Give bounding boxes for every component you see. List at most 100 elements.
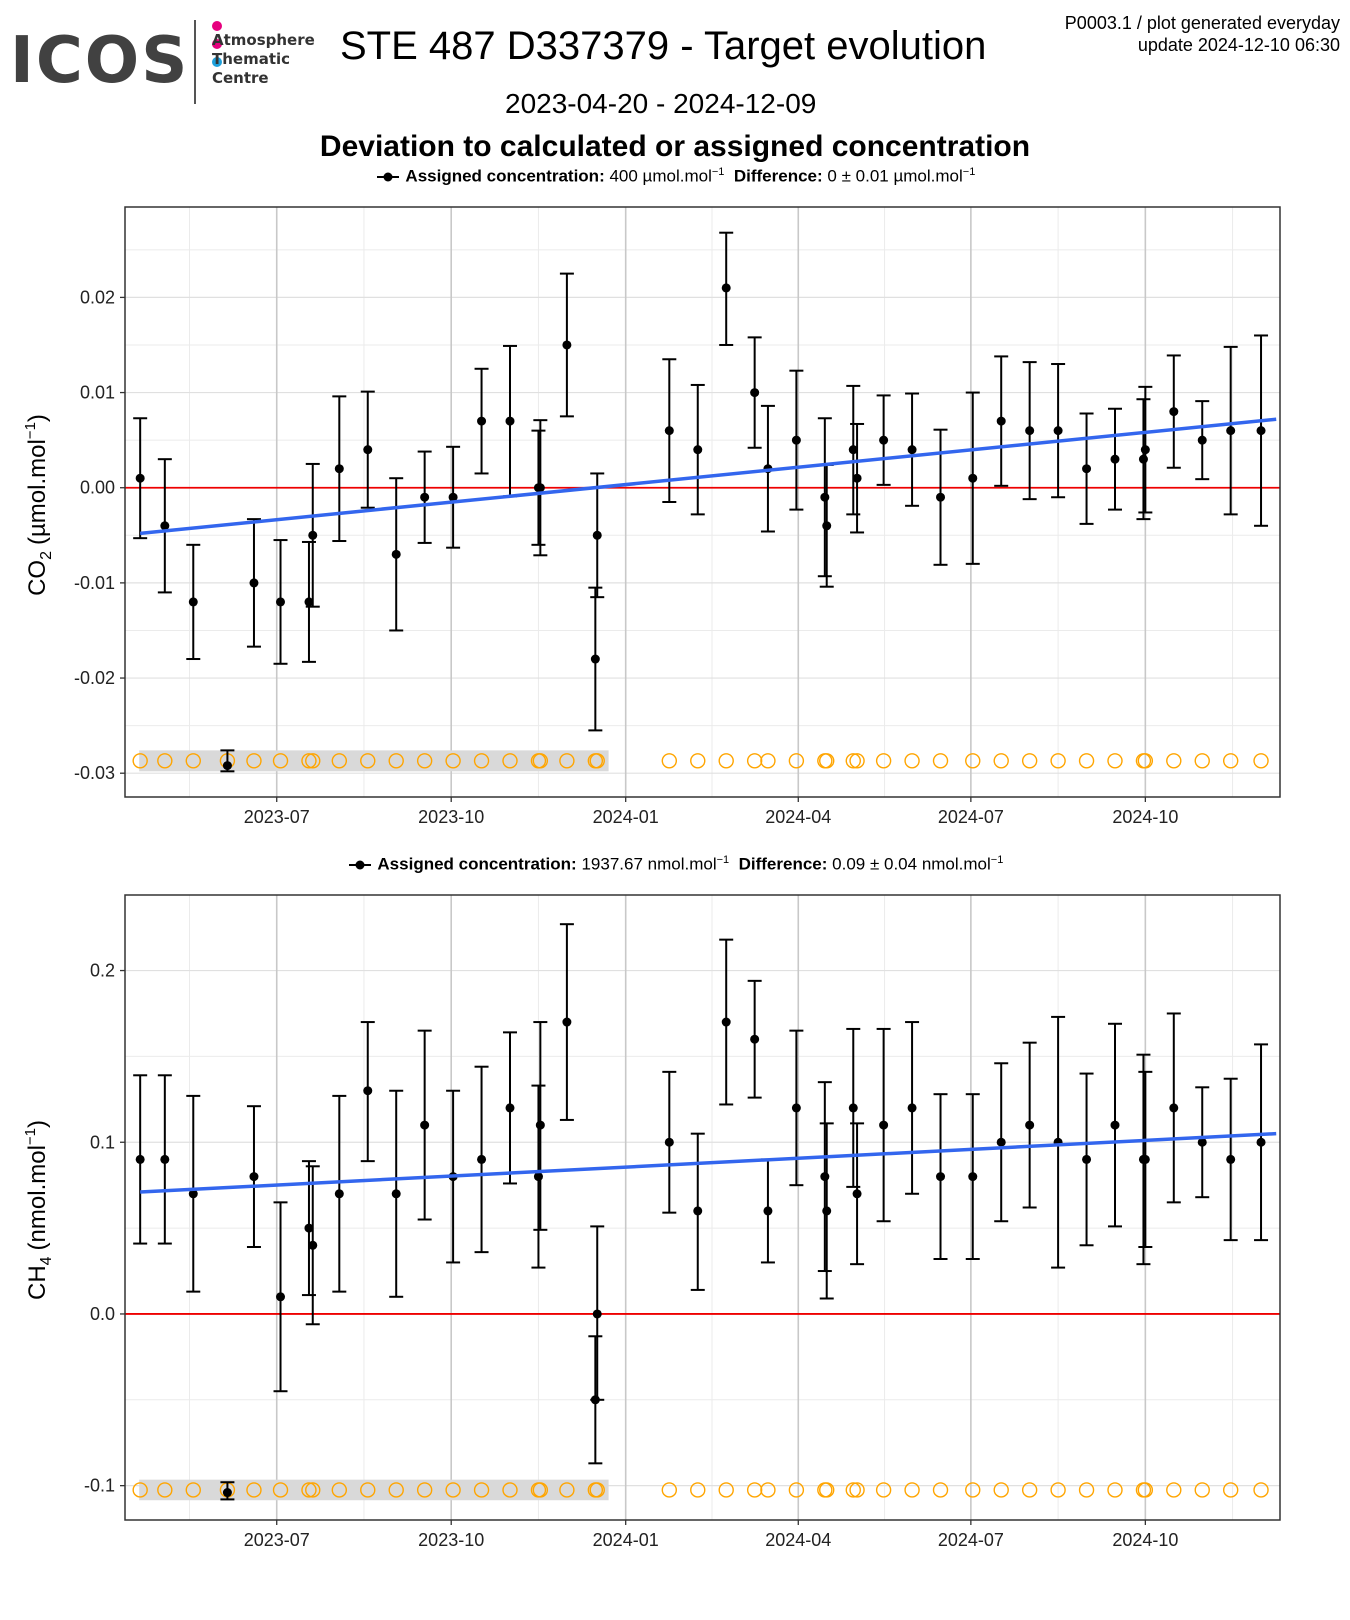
event-marker — [473, 1482, 490, 1498]
data-point — [505, 416, 515, 426]
event-marker — [559, 753, 575, 769]
data-point — [1197, 435, 1207, 445]
y-tick-label: 0.1 — [90, 1132, 115, 1152]
data-point — [693, 445, 703, 455]
event-marker — [1194, 1482, 1210, 1498]
event-marker — [305, 753, 321, 769]
event-marker — [559, 1482, 575, 1498]
meta-line: update 2024-12-10 06:30 — [1137, 35, 1340, 55]
y-tick-label: -0.03 — [74, 763, 115, 783]
event-marker — [272, 1482, 289, 1498]
legend-sup: −1 — [716, 854, 730, 866]
data-point — [664, 1137, 674, 1147]
trend-line — [139, 417, 1277, 536]
event-marker — [1107, 1482, 1123, 1498]
y-tick-label: 0.00 — [80, 478, 115, 498]
marker-band — [139, 750, 609, 772]
event-marker — [157, 753, 173, 769]
data-point — [1110, 454, 1120, 464]
data-point — [334, 1189, 344, 1199]
chart-subtitle: Deviation to calculated or assigned conc… — [319, 130, 1031, 163]
event-marker — [1194, 753, 1210, 769]
data-point — [1169, 407, 1179, 417]
event-marker — [1222, 753, 1239, 769]
y-tick-label: 0.02 — [80, 287, 115, 307]
y-tick-label: -0.1 — [84, 1476, 115, 1496]
event-marker — [272, 753, 289, 769]
data-point — [721, 283, 731, 293]
data-point — [721, 1017, 731, 1027]
event-marker — [502, 1482, 518, 1498]
y-tick-label: -0.01 — [74, 573, 115, 593]
data-point — [420, 1120, 430, 1130]
logo-separator — [194, 20, 196, 104]
event-marker — [360, 1482, 376, 1498]
event-marker — [904, 1482, 920, 1498]
event-marker — [589, 753, 605, 769]
data-point — [879, 435, 889, 445]
event-marker — [1078, 753, 1095, 769]
event-marker — [331, 1482, 348, 1498]
data-point — [852, 1189, 862, 1199]
event-marker — [661, 753, 678, 769]
x-tick-label: 2024-10 — [1112, 807, 1178, 827]
data-point — [750, 1034, 760, 1044]
event-marker — [445, 1482, 461, 1498]
event-marker — [132, 1482, 148, 1498]
event-marker — [1050, 1482, 1066, 1498]
legend-value: 0.09 ± 0.04 nmol.mol — [832, 854, 991, 874]
data-point — [592, 1309, 602, 1319]
data-point — [791, 435, 801, 445]
event-marker — [718, 753, 734, 769]
marker-band — [139, 1479, 609, 1501]
data-point — [304, 597, 314, 607]
data-point — [477, 1154, 487, 1164]
data-point — [968, 473, 978, 483]
data-point — [391, 549, 401, 559]
event-marker — [1166, 753, 1182, 769]
data-point — [852, 473, 862, 483]
event-marker — [132, 753, 148, 769]
data-point — [996, 416, 1006, 426]
legend-sup: −1 — [990, 854, 1004, 866]
y-axis-label: CO2 (µmol.mol−1) — [22, 414, 55, 596]
event-marker — [305, 1482, 321, 1498]
y-axis-label: CH4 (nmol.mol−1) — [22, 1120, 55, 1300]
event-marker — [690, 1482, 706, 1498]
event-marker — [1137, 1482, 1154, 1498]
co2-legend: Assigned concentration: 400 µmol.mol−1 D… — [0, 166, 1350, 187]
logo-dot — [212, 57, 222, 67]
data-point — [848, 445, 858, 455]
event-marker — [904, 753, 920, 769]
event-marker — [993, 753, 1009, 769]
data-point — [664, 426, 674, 436]
logo-dots — [212, 18, 225, 72]
legend-sup: −1 — [962, 166, 976, 178]
data-point — [188, 597, 198, 607]
data-point — [1082, 464, 1092, 474]
data-point — [820, 1172, 830, 1182]
event-marker — [360, 753, 376, 769]
data-point — [304, 1223, 314, 1233]
event-marker — [1021, 753, 1038, 769]
y-tick-label: 0.2 — [90, 961, 115, 981]
data-point — [750, 388, 760, 398]
data-point — [477, 416, 487, 426]
event-marker — [819, 753, 835, 769]
legend-value: 1937.67 nmol.mol — [581, 854, 717, 874]
event-marker — [246, 1482, 262, 1498]
event-marker — [932, 753, 949, 769]
event-marker — [1166, 1482, 1182, 1498]
event-marker — [1021, 1482, 1038, 1498]
event-marker — [875, 753, 892, 769]
x-tick-label: 2024-04 — [765, 807, 831, 827]
y-axis-label-sup: −1 — [22, 422, 39, 439]
data-point — [222, 761, 232, 771]
event-marker — [301, 1482, 317, 1498]
data-point — [505, 1103, 515, 1113]
data-point — [276, 1292, 286, 1302]
data-point — [276, 597, 286, 607]
x-tick-label: 2024-04 — [765, 1530, 831, 1550]
data-point — [135, 1154, 145, 1164]
data-point — [590, 654, 600, 664]
